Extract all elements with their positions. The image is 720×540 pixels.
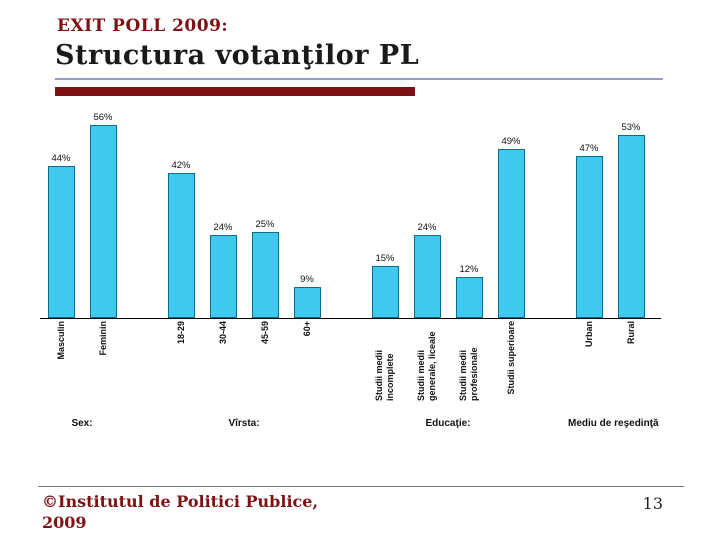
bars-row: 44% 56% xyxy=(40,106,124,318)
group-label: Vîrsta: xyxy=(228,418,260,429)
bar-chart: 44% 56% Masculin Feminin Sex: 42% 24% 25% 9% 18-2… xyxy=(40,106,665,430)
bars-row: 42% 24% 25% 9% xyxy=(160,106,328,318)
bar-value-label: 47% xyxy=(579,143,599,154)
bar xyxy=(293,287,321,318)
chart-group: 47% 53% Urban Rural Mediu de reşedinţă xyxy=(568,106,659,430)
category-label: 45-59 xyxy=(259,321,270,345)
bar xyxy=(497,149,525,318)
bar-value-label: 49% xyxy=(501,136,521,147)
page-title: Structura votanţilor PL xyxy=(55,40,420,71)
bar-value-label: 15% xyxy=(375,253,395,264)
category-slot: Masculin xyxy=(40,318,82,412)
category-slot: 60+ xyxy=(286,318,328,412)
bar xyxy=(47,166,75,318)
chart-groups: 44% 56% Masculin Feminin Sex: 42% 24% 25% 9% 18-2… xyxy=(40,106,665,430)
x-axis xyxy=(40,318,661,319)
bar xyxy=(251,232,279,318)
title-divider xyxy=(55,78,663,80)
category-slot: 45-59 xyxy=(244,318,286,412)
bar-value-label: 24% xyxy=(213,222,233,233)
chart-group: 42% 24% 25% 9% 18-29 30-44 45-59 60+ Vîrsta: xyxy=(160,106,328,430)
bar xyxy=(209,235,237,318)
bar-slot: 12% xyxy=(448,106,490,318)
bar xyxy=(413,235,441,318)
category-labels-row: Masculin Feminin xyxy=(40,318,124,412)
category-label: Rural xyxy=(625,321,636,345)
group-label: Sex: xyxy=(71,418,93,429)
category-slot: Studii medii profesionale xyxy=(448,318,490,412)
bar-slot: 47% xyxy=(568,106,610,318)
category-label: Studii medii profesionale xyxy=(458,347,479,401)
bar xyxy=(575,156,603,318)
bar xyxy=(371,266,399,318)
bar-value-label: 42% xyxy=(171,160,191,171)
category-slot: Studii superioare xyxy=(490,318,532,412)
bar-value-label: 9% xyxy=(300,274,314,285)
category-slot: Feminin xyxy=(82,318,124,412)
bar-value-label: 12% xyxy=(459,264,479,275)
category-label: 30-44 xyxy=(217,321,228,345)
group-label: Mediu de reşedinţă xyxy=(568,418,659,429)
category-labels-row: 18-29 30-44 45-59 60+ xyxy=(160,318,328,412)
category-label: 60+ xyxy=(301,321,312,337)
bar-slot: 24% xyxy=(202,106,244,318)
group-label: Educaţie: xyxy=(425,418,471,429)
bars-row: 47% 53% xyxy=(568,106,659,318)
category-label: Masculin xyxy=(55,321,66,360)
bar-slot: 53% xyxy=(610,106,652,318)
bar-slot: 44% xyxy=(40,106,82,318)
category-labels-row: Studii medii incomplete Studii medii gene… xyxy=(364,318,532,412)
category-label: Urban xyxy=(583,321,594,348)
category-label: Feminin xyxy=(97,321,108,356)
bar xyxy=(89,125,117,318)
bar-slot: 24% xyxy=(406,106,448,318)
bar-value-label: 24% xyxy=(417,222,437,233)
bar-slot: 42% xyxy=(160,106,202,318)
category-label: Studii superioare xyxy=(505,321,516,395)
bar-slot: 49% xyxy=(490,106,532,318)
bar xyxy=(167,173,195,318)
category-slot: Urban xyxy=(568,318,610,412)
chart-group: 15% 24% 12% 49% Studii medii incomplete Studi… xyxy=(364,106,532,430)
category-slot: 18-29 xyxy=(160,318,202,412)
bar-value-label: 53% xyxy=(621,122,641,133)
bars-row: 15% 24% 12% 49% xyxy=(364,106,532,318)
bar-value-label: 56% xyxy=(93,112,113,123)
page-number: 13 xyxy=(642,494,663,513)
category-label: 18-29 xyxy=(175,321,186,345)
bar-slot: 15% xyxy=(364,106,406,318)
bar-value-label: 44% xyxy=(51,153,71,164)
title-accent-bar xyxy=(55,87,415,96)
bar-value-label: 25% xyxy=(255,219,275,230)
category-slot: Studii medii generale, liceale xyxy=(406,318,448,412)
category-labels-row: Urban Rural xyxy=(568,318,659,412)
bar-slot: 56% xyxy=(82,106,124,318)
category-slot: Studii medii incomplete xyxy=(364,318,406,412)
bar-slot: 9% xyxy=(286,106,328,318)
bar xyxy=(617,135,645,318)
bar-slot: 25% xyxy=(244,106,286,318)
category-label: Studii medii generale, liceale xyxy=(416,331,437,401)
category-slot: Rural xyxy=(610,318,652,412)
category-label: Studii medii incomplete xyxy=(374,349,395,401)
footer-credit: ©Institutul de Politici Publice, 2009 xyxy=(42,492,319,532)
footer-divider xyxy=(38,486,684,487)
category-slot: 30-44 xyxy=(202,318,244,412)
bar xyxy=(455,277,483,318)
chart-group: 44% 56% Masculin Feminin Sex: xyxy=(40,106,124,430)
slide-kicker: EXIT POLL 2009: xyxy=(57,16,229,36)
